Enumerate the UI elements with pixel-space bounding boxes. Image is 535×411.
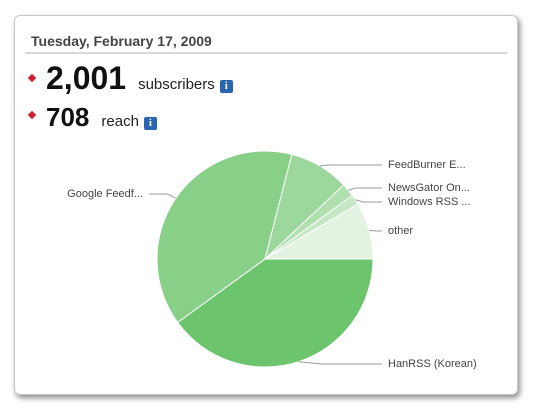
leader-line: [298, 361, 382, 365]
leader-line: [319, 164, 382, 167]
slice-label: Windows RSS ...: [388, 196, 471, 208]
slice-label: Google Feedf...: [67, 188, 143, 200]
stat-label: reach: [101, 113, 139, 130]
pie-slice: [156, 150, 293, 324]
pie-slice: [263, 203, 374, 260]
stat-label: subscribers: [138, 76, 215, 93]
leader-line: [348, 187, 382, 191]
date-header: Tuesday, February 17, 2009: [31, 33, 212, 49]
header-rule: [25, 52, 507, 54]
info-icon[interactable]: i: [143, 117, 157, 130]
slice-label: other: [388, 225, 413, 237]
slice-label: HanRSS (Korean): [388, 358, 477, 370]
subscribers-stat: 2,001 subscribers i: [27, 60, 233, 97]
stat-value: 708: [46, 102, 90, 132]
info-icon[interactable]: i: [219, 80, 233, 93]
slice-label: NewsGator On...: [388, 182, 470, 194]
leader-line: [355, 199, 382, 203]
stat-value: 2,001: [46, 60, 127, 96]
reach-stat: 708 reach i: [27, 102, 157, 133]
leader-line: [149, 193, 176, 199]
slice-label: FeedBurner E...: [388, 159, 466, 171]
